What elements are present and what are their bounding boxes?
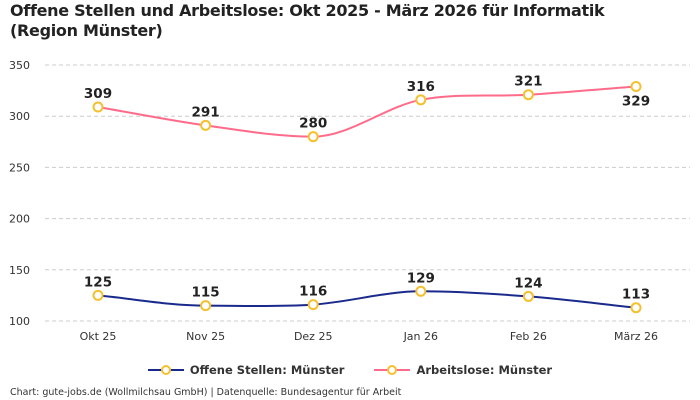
y-tick-label: 150: [9, 264, 30, 277]
y-tick-label: 100: [9, 315, 30, 328]
y-tick-label: 350: [9, 59, 30, 72]
line-chart: 100 150 200 250 300 350 Okt 25 Nov 25 Dez 25 Jan …: [9, 59, 690, 343]
chart-title: Offene Stellen und Arbeitslose: Okt 2025…: [10, 1, 605, 40]
data-label: 280: [299, 116, 327, 132]
data-label: 129: [407, 270, 435, 286]
data-point: [522, 89, 534, 101]
x-tick-label: Dez 25: [294, 330, 333, 343]
data-label: 329: [622, 94, 650, 110]
y-tick-label: 200: [9, 213, 30, 226]
data-point: [307, 131, 319, 143]
data-label: 125: [84, 274, 112, 290]
legend-marker-icon: [147, 365, 184, 375]
x-tick-label: März 26: [614, 330, 658, 343]
data-label: 309: [84, 86, 112, 102]
data-point: [630, 302, 642, 314]
data-label: 113: [622, 287, 650, 303]
data-point: [522, 290, 534, 302]
x-tick-label: Nov 25: [186, 330, 225, 343]
legend-label: Arbeitslose: Münster: [416, 363, 553, 377]
data-label: 116: [299, 284, 327, 300]
data-point: [415, 94, 427, 106]
data-point: [307, 299, 319, 311]
legend-marker-icon: [374, 365, 411, 375]
legend-item-offene-stellen[interactable]: Offene Stellen: Münster: [147, 363, 345, 377]
data-point: [415, 285, 427, 297]
x-tick-label: Okt 25: [80, 330, 117, 343]
legend-label: Offene Stellen: Münster: [189, 363, 345, 377]
data-label: 321: [514, 74, 542, 90]
series-line-1: [97, 85, 637, 138]
data-point: [630, 81, 642, 93]
legend: Offene Stellen: Münster Arbeitslose: Mün…: [0, 363, 700, 377]
series-line-0: [97, 290, 637, 309]
data-label: 291: [192, 104, 220, 120]
footer-source: Chart: gute-jobs.de (Wollmilchsau GmbH) …: [10, 387, 402, 398]
legend-item-arbeitslose[interactable]: Arbeitslose: Münster: [374, 363, 552, 377]
data-point: [92, 101, 104, 113]
data-point: [200, 119, 212, 131]
data-label: 115: [192, 285, 220, 301]
data-label: 316: [407, 79, 435, 95]
y-tick-label: 300: [9, 110, 30, 123]
x-tick-label: Feb 26: [510, 330, 547, 343]
x-tick-label: Jan 26: [403, 330, 438, 343]
data-point: [200, 300, 212, 312]
data-label: 124: [514, 275, 542, 291]
data-point: [92, 289, 104, 301]
y-tick-label: 250: [9, 161, 30, 174]
